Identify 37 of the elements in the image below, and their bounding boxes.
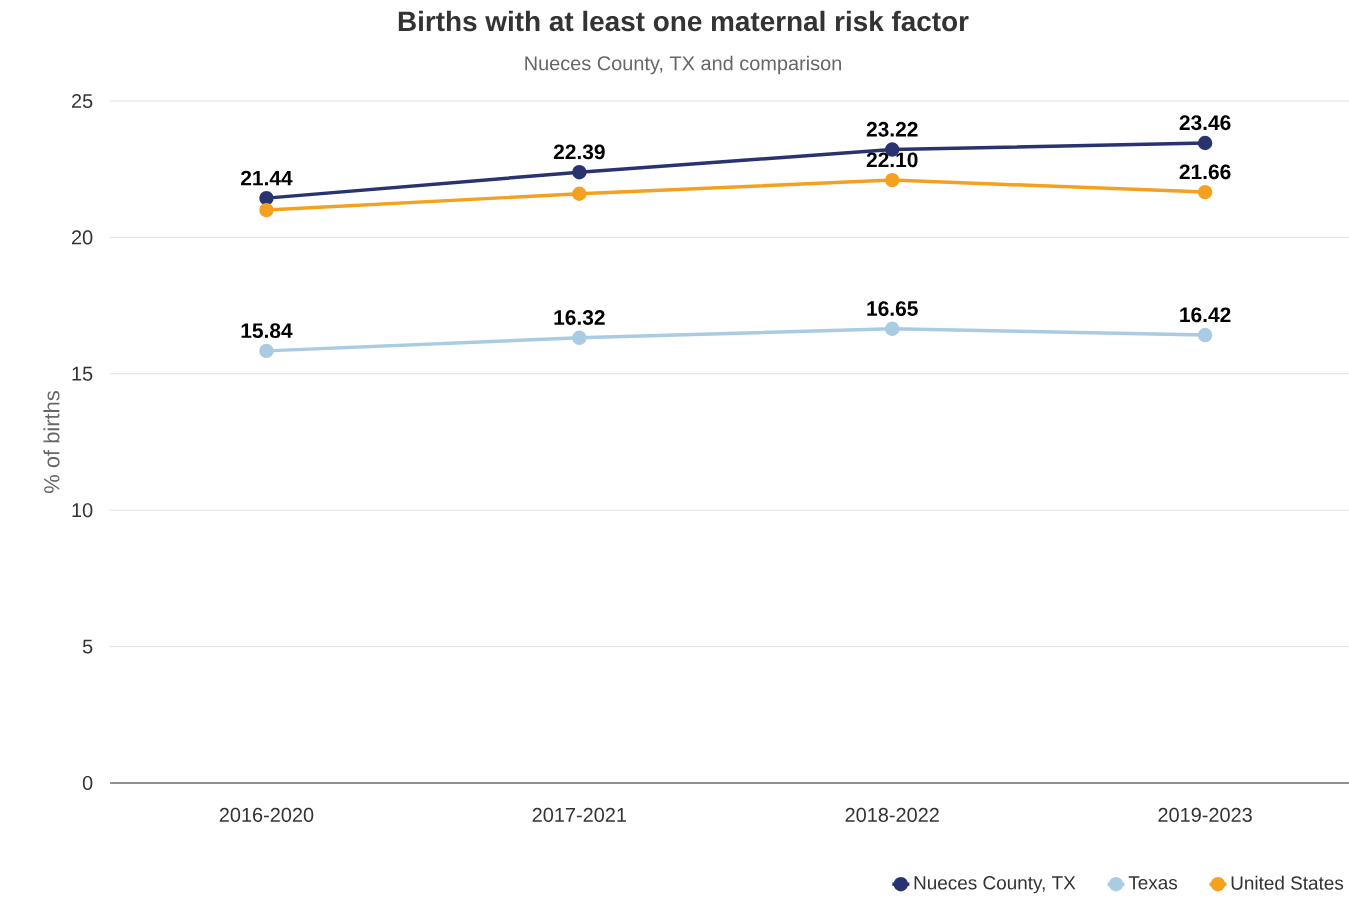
y-tick-label: 10: [72, 503, 93, 518]
data-label: 15.84: [241, 323, 293, 339]
point: [884, 321, 900, 337]
y-tick-label: 20: [72, 230, 93, 245]
point: [572, 330, 587, 346]
x-tick-label: 2016-2020: [219, 807, 314, 822]
legend-label: Nueces County, TX: [914, 876, 1076, 894]
data-label: 16.32: [554, 310, 605, 325]
data-label: 16.65: [867, 301, 918, 316]
point: [1197, 184, 1213, 200]
y-tick-label: 25: [72, 93, 93, 109]
x-tick-label: 2018-2022: [845, 807, 939, 822]
data-label: 23.46: [1179, 115, 1231, 131]
point: [1197, 327, 1213, 343]
legend-label: United States: [1231, 875, 1344, 890]
point: [572, 186, 587, 201]
data-label: 23.22: [866, 121, 918, 137]
point: [259, 202, 274, 218]
y-tick-label: 15: [72, 366, 93, 381]
data-label: 22.39: [553, 144, 605, 160]
y-tick-label: 5: [82, 639, 93, 654]
point: [1197, 135, 1213, 151]
legend-label: Texas: [1128, 876, 1178, 890]
chart-title: Births with at least one maternal risk factor: [398, 10, 969, 32]
data-label: 22.10: [866, 152, 918, 168]
x-tick-label: 2019-2023: [1158, 807, 1252, 822]
data-label: 16.42: [1180, 307, 1231, 323]
point: [259, 190, 274, 206]
point: [884, 172, 900, 188]
x-tick-label: 2017-2021: [532, 807, 626, 822]
y-axis-title: % of births: [43, 391, 60, 493]
data-label: 21.66: [1179, 164, 1231, 180]
point: [259, 343, 274, 359]
y-tick-label: 0: [82, 775, 93, 791]
point: [572, 164, 587, 180]
chart-subtitle: Nueces County, TX and comparison: [525, 55, 841, 75]
data-label: 21.44: [240, 170, 293, 186]
